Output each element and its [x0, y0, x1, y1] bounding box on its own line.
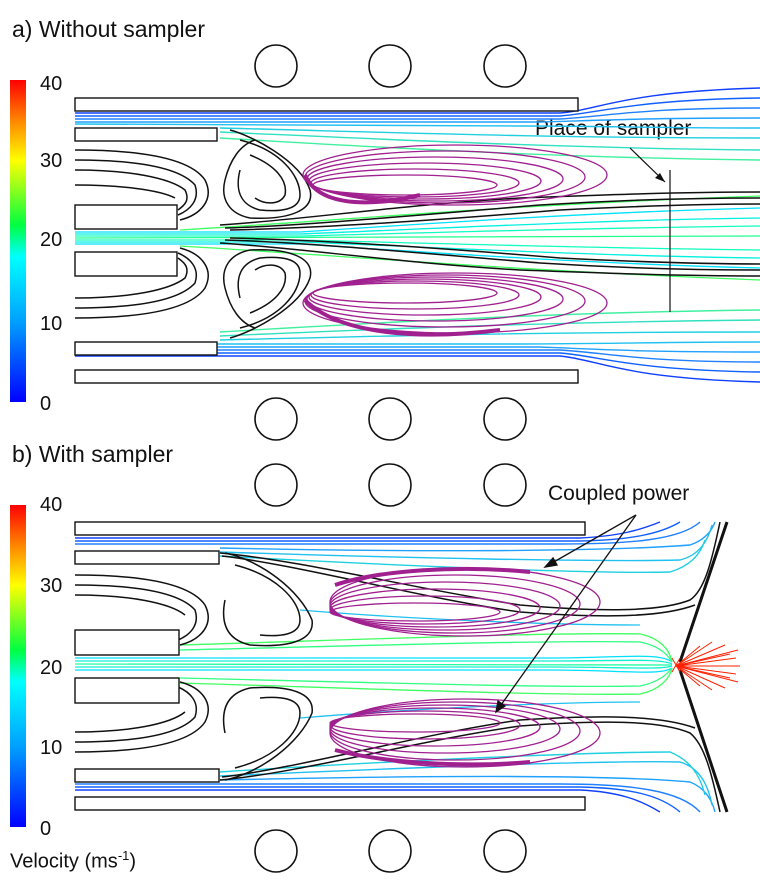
velocity-label-text: Velocity (ms: [10, 850, 118, 873]
recirculation-vortices-a: [74, 129, 760, 339]
outer-tube-bottom: [74, 369, 579, 384]
torch-tubes-a: [74, 97, 579, 384]
power-loop: [329, 707, 541, 747]
power-loop: [312, 174, 498, 196]
coil-circle: [254, 829, 298, 873]
torch-tubes-b: [74, 521, 586, 811]
colorbar-a-tick-20: 20: [40, 229, 63, 251]
arrow-head: [495, 699, 507, 714]
velocity-axis-label: Velocity (ms-1): [10, 848, 136, 874]
power-loop: [329, 602, 501, 622]
outer-gas-streamlines-b: [75, 521, 716, 813]
colorbar-a-tick-10: 10: [40, 313, 63, 335]
colorbar-a-tick-30: 30: [40, 150, 63, 172]
intermediate-tube-bottom: [74, 341, 218, 356]
coil-circle: [254, 463, 298, 507]
velocity-label-close: ): [129, 850, 137, 873]
discharge-plume: [671, 641, 740, 691]
coupled-power-loops-a: [302, 144, 608, 337]
sampler-cone: [678, 521, 729, 813]
power-loop: [329, 588, 541, 628]
colorbar-b-tick-30: 30: [40, 575, 63, 597]
injector-top: [74, 629, 180, 656]
coil-circle: [254, 397, 298, 441]
central-gas-streamlines-a: [74, 195, 760, 281]
colorbar-b: [10, 505, 26, 827]
coil-circle: [483, 829, 527, 873]
colorbar-b-tick-20: 20: [40, 657, 63, 679]
colorbar-b-tick-40: 40: [40, 494, 63, 516]
power-loop: [308, 278, 542, 316]
colorbar-a-tick-40: 40: [40, 73, 63, 95]
sampler-arrow-head: [655, 173, 665, 182]
recirculation-vortices-b: [74, 521, 721, 813]
panel-b-title: b) With sampler: [12, 441, 174, 467]
colorbar-a-tick-0: 0: [40, 393, 52, 415]
intermediate-tube-bottom: [74, 768, 220, 783]
place-of-sampler-annotation: Place of sampler: [535, 117, 692, 140]
injector-bottom: [74, 677, 180, 704]
colorbar-b-tick-10: 10: [40, 737, 63, 759]
coil-circle: [368, 463, 412, 507]
coil-circle: [483, 44, 527, 88]
power-loop: [329, 710, 521, 740]
colorbar-b-tick-0: 0: [40, 818, 52, 840]
coil-circle: [483, 397, 527, 441]
outer-tube-bottom: [74, 796, 586, 811]
coil-turns-b: [254, 463, 527, 873]
injector-bottom: [74, 251, 178, 277]
coil-circle: [483, 463, 527, 507]
power-loop: [306, 276, 564, 322]
power-loop: [329, 595, 521, 625]
intermediate-tube-top: [74, 127, 218, 142]
central-gas-streamlines-b: [74, 609, 673, 719]
outer-tube-top: [74, 521, 586, 536]
arrow-head: [543, 556, 559, 568]
coil-circle: [368, 397, 412, 441]
colorbar-a: [10, 80, 26, 402]
intermediate-tube-top: [74, 550, 220, 565]
power-loop: [329, 713, 501, 733]
coupled-power-loops-b: [329, 566, 601, 768]
coupled-power-annotation: Coupled power: [548, 482, 690, 505]
panel-a-title: a) Without sampler: [12, 16, 206, 42]
coupled-power-arrows: [495, 514, 637, 714]
power-loop: [302, 144, 608, 206]
panel-a-flow: [74, 87, 760, 384]
coil-circle: [254, 44, 298, 88]
coil-circle: [368, 829, 412, 873]
power-loop: [310, 280, 520, 310]
velocity-label-unit-exponent: -1: [117, 848, 130, 863]
coil-circle: [368, 44, 412, 88]
outer-tube-top: [74, 97, 579, 112]
injector-top: [74, 204, 178, 230]
panel-b-flow: [74, 514, 740, 813]
coil-turns-a: [254, 44, 527, 441]
power-loop: [312, 282, 498, 304]
